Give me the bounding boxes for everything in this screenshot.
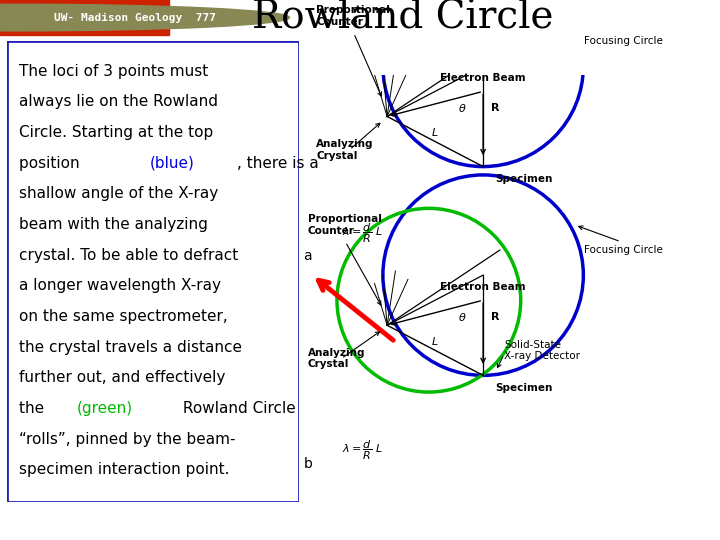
Text: UW- Madison Geology  777: UW- Madison Geology 777 bbox=[54, 12, 216, 23]
Text: beam with the analyzing: beam with the analyzing bbox=[19, 217, 208, 232]
Text: Analyzing
Crystal: Analyzing Crystal bbox=[316, 139, 374, 161]
Text: further out, and effectively: further out, and effectively bbox=[19, 370, 225, 385]
Text: the crystal travels a distance: the crystal travels a distance bbox=[19, 340, 242, 355]
Text: Solid-State
X-ray Detector: Solid-State X-ray Detector bbox=[504, 340, 580, 361]
Text: $\lambda = \dfrac{d}{R}\ L$: $\lambda = \dfrac{d}{R}\ L$ bbox=[341, 221, 382, 245]
Text: always lie on the Rowland: always lie on the Rowland bbox=[19, 94, 218, 109]
Text: L: L bbox=[432, 337, 438, 347]
Text: specimen interaction point.: specimen interaction point. bbox=[19, 462, 230, 477]
Text: Rowland Circle: Rowland Circle bbox=[253, 0, 554, 36]
Text: position: position bbox=[19, 156, 84, 171]
Text: Electron Beam: Electron Beam bbox=[441, 282, 526, 292]
Text: a: a bbox=[304, 248, 312, 262]
Text: (green): (green) bbox=[77, 401, 133, 416]
Text: Focusing Circle: Focusing Circle bbox=[584, 245, 662, 255]
Text: $\theta$: $\theta$ bbox=[458, 102, 467, 114]
Circle shape bbox=[0, 4, 289, 31]
Text: a longer wavelength X-ray: a longer wavelength X-ray bbox=[19, 278, 221, 293]
Text: the: the bbox=[19, 401, 49, 416]
Text: L: L bbox=[432, 128, 438, 138]
Text: , there is a: , there is a bbox=[237, 156, 318, 171]
Text: $\lambda = \dfrac{d}{R}\ L$: $\lambda = \dfrac{d}{R}\ L$ bbox=[341, 439, 382, 462]
Text: on the same spectrometer,: on the same spectrometer, bbox=[19, 309, 228, 324]
Text: Specimen: Specimen bbox=[495, 383, 553, 393]
Text: R: R bbox=[491, 103, 500, 113]
Text: Proportional
Counter: Proportional Counter bbox=[316, 5, 390, 27]
Text: Focusing Circle: Focusing Circle bbox=[584, 36, 662, 46]
Text: R: R bbox=[491, 312, 500, 322]
Text: $\theta$: $\theta$ bbox=[458, 311, 467, 323]
Text: shallow angle of the X-ray: shallow angle of the X-ray bbox=[19, 186, 218, 201]
Text: crystal. To be able to defract: crystal. To be able to defract bbox=[19, 247, 238, 262]
Text: Circle. Starting at the top: Circle. Starting at the top bbox=[19, 125, 213, 140]
Text: (blue): (blue) bbox=[150, 156, 194, 171]
Bar bbox=[0, 0, 169, 35]
Text: The loci of 3 points must: The loci of 3 points must bbox=[19, 64, 208, 78]
Text: Electron Beam: Electron Beam bbox=[441, 73, 526, 83]
Text: Rowland Circle: Rowland Circle bbox=[179, 401, 296, 416]
Text: Proportional
Counter: Proportional Counter bbox=[307, 214, 382, 236]
Text: Analyzing
Crystal: Analyzing Crystal bbox=[307, 348, 365, 369]
Text: Specimen: Specimen bbox=[495, 174, 553, 184]
Text: “rolls”, pinned by the beam-: “rolls”, pinned by the beam- bbox=[19, 431, 235, 447]
Text: b: b bbox=[304, 457, 312, 471]
